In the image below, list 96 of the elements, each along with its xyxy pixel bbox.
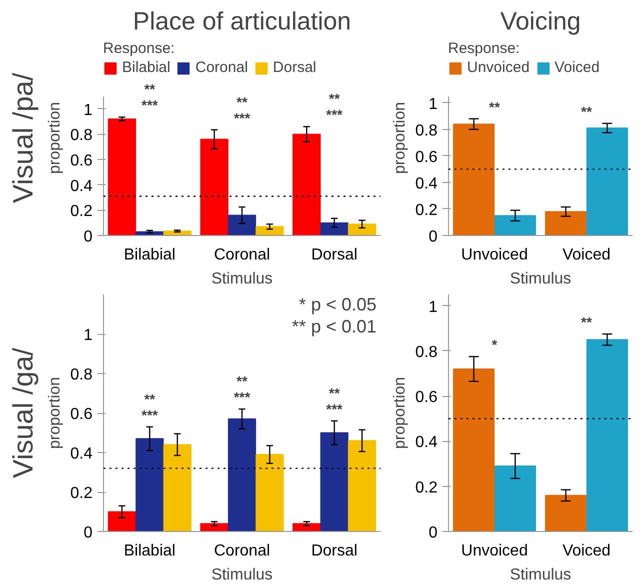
legend-label: Coronal (195, 59, 248, 76)
legend-label: Bilabial (122, 59, 170, 76)
bar (200, 523, 228, 532)
bar (348, 440, 376, 532)
y-tick-label: 1 (84, 102, 93, 119)
annotation: ** (328, 90, 340, 107)
annotation: ** (581, 314, 592, 330)
y-tick-label: 0 (428, 228, 438, 246)
annotation: ** (489, 98, 500, 115)
y-tick-label: 0.4 (70, 446, 93, 462)
bar (228, 214, 256, 236)
y-tick-label: 0.4 (70, 178, 93, 195)
annotation: *** (141, 97, 158, 114)
x-tick-label: Coronal (214, 246, 270, 264)
x-tick-label: Unvoiced (461, 246, 528, 264)
y-tick-label: 0.8 (70, 366, 93, 384)
annotation: ** (236, 94, 248, 110)
y-axis-title: proportion (391, 376, 408, 450)
y-axis-title: proportion (391, 102, 408, 174)
bar (228, 418, 256, 532)
annotation: ** (144, 81, 156, 98)
x-tick-label: Dorsal (311, 246, 358, 264)
y-tick-label: 0.2 (70, 203, 93, 220)
y-tick-label: 1 (84, 327, 93, 344)
y-tick-label: 0.6 (415, 148, 438, 166)
x-tick-label: Bilabial (124, 246, 176, 264)
text: Visual /ga/ (8, 348, 38, 478)
y-tick-label: 0.2 (70, 485, 93, 502)
legend-label: Voiced (554, 59, 600, 76)
annotation: ** (581, 103, 592, 120)
bar (320, 432, 348, 532)
annotation: ** (236, 373, 248, 390)
annotation: ** p < 0.01 (292, 316, 377, 336)
annotation: *** (234, 110, 251, 126)
bar (136, 438, 164, 532)
bar (545, 494, 587, 532)
x-axis-title: Stimulus (211, 270, 273, 288)
bar (163, 444, 192, 532)
legend-label: Unvoiced (467, 59, 530, 76)
bar (494, 215, 536, 236)
annotation: *** (326, 400, 344, 417)
y-tick-label: 0.4 (415, 434, 438, 452)
x-axis-title: Stimulus (211, 566, 273, 584)
bar (256, 226, 284, 236)
bar (320, 222, 348, 236)
annotation: ** (144, 390, 156, 407)
y-axis-title: proportion (46, 102, 64, 174)
bar (453, 124, 495, 236)
x-tick-label: Unvoiced (461, 542, 528, 560)
y-tick-label: 0.8 (415, 122, 438, 140)
text: Visual /pa/ (8, 72, 38, 204)
x-tick-label: Voiced (562, 246, 611, 264)
bar (494, 466, 536, 532)
x-tick-label: Coronal (214, 542, 270, 560)
annotation: *** (141, 406, 158, 423)
bar (256, 454, 284, 532)
chart-title: Place of articulation (132, 8, 352, 36)
chart-title: Voicing (500, 8, 581, 36)
legend-label: Dorsal (272, 59, 316, 76)
bar (292, 134, 321, 236)
y-tick-label: 0.6 (70, 152, 93, 170)
annotation: ** (328, 384, 340, 401)
bar (348, 224, 376, 236)
y-tick-label: 0.4 (415, 175, 438, 192)
annotation: *** (326, 106, 344, 123)
y-tick-label: 0 (428, 524, 438, 542)
x-tick-label: Bilabial (124, 542, 176, 560)
bar (586, 128, 628, 236)
y-tick-label: 0.6 (415, 389, 438, 406)
bar (586, 339, 628, 532)
annotation: * p < 0.05 (298, 294, 377, 314)
y-tick-label: 0 (84, 524, 93, 542)
y-tick-label: 0.8 (70, 127, 93, 144)
annotation: * (492, 336, 498, 353)
x-axis-title: Stimulus (510, 270, 572, 288)
y-tick-label: 0.6 (70, 406, 93, 423)
y-tick-label: 1 (428, 96, 438, 113)
bar (292, 523, 321, 532)
legend-title: Response: (103, 40, 176, 57)
bar (200, 138, 228, 236)
annotation: *** (234, 389, 251, 406)
y-tick-label: 0.2 (415, 479, 438, 496)
y-axis-title: proportion (46, 376, 64, 450)
bar (545, 211, 587, 236)
bar (108, 511, 136, 532)
y-tick-label: 0 (84, 228, 93, 246)
y-tick-label: 0.2 (415, 202, 438, 219)
bar (108, 118, 136, 236)
x-tick-label: Dorsal (311, 542, 358, 560)
bar (453, 368, 495, 532)
y-tick-label: 1 (428, 298, 438, 316)
y-tick-label: 0.8 (415, 344, 438, 361)
x-axis-title: Stimulus (510, 566, 572, 584)
bar (136, 231, 164, 236)
legend-title: Response: (448, 40, 521, 57)
x-tick-label: Voiced (562, 542, 611, 560)
